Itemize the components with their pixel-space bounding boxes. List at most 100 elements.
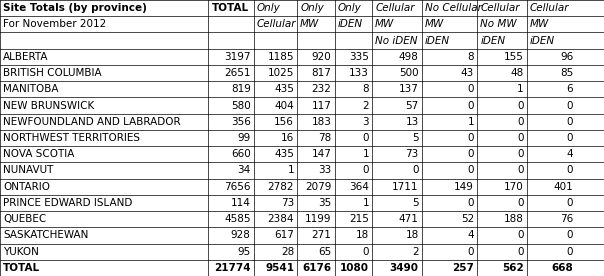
- Text: 817: 817: [312, 68, 332, 78]
- Text: 0: 0: [467, 133, 474, 143]
- Text: 18: 18: [405, 230, 419, 240]
- Text: 0: 0: [567, 198, 573, 208]
- Text: 0: 0: [467, 247, 474, 257]
- Text: 9541: 9541: [265, 263, 294, 273]
- Text: 1: 1: [517, 84, 524, 94]
- Text: 21774: 21774: [214, 263, 251, 273]
- Text: 6176: 6176: [303, 263, 332, 273]
- Text: Only: Only: [300, 3, 324, 13]
- Text: 133: 133: [349, 68, 369, 78]
- Text: 16: 16: [281, 133, 294, 143]
- Text: 7656: 7656: [224, 182, 251, 192]
- Text: 0: 0: [517, 133, 524, 143]
- Text: 617: 617: [274, 230, 294, 240]
- Text: 928: 928: [231, 230, 251, 240]
- Text: NEWFOUNDLAND AND LABRADOR: NEWFOUNDLAND AND LABRADOR: [3, 117, 181, 127]
- Text: 147: 147: [312, 149, 332, 159]
- Text: 4585: 4585: [224, 214, 251, 224]
- Text: 0: 0: [567, 247, 573, 257]
- Text: 76: 76: [560, 214, 573, 224]
- Text: 2384: 2384: [268, 214, 294, 224]
- Text: iDEN: iDEN: [530, 36, 555, 46]
- Text: 1: 1: [362, 198, 369, 208]
- Text: No iDEN: No iDEN: [375, 36, 417, 46]
- Text: iDEN: iDEN: [480, 36, 506, 46]
- Text: 1199: 1199: [305, 214, 332, 224]
- Text: NORTHWEST TERRITORIES: NORTHWEST TERRITORIES: [3, 133, 140, 143]
- Text: 0: 0: [362, 133, 369, 143]
- Text: 183: 183: [312, 117, 332, 127]
- Text: 0: 0: [517, 149, 524, 159]
- Text: Only: Only: [338, 3, 361, 13]
- Text: MW: MW: [425, 19, 444, 29]
- Text: 3: 3: [362, 117, 369, 127]
- Text: 33: 33: [318, 166, 332, 176]
- Text: NEW BRUNSWICK: NEW BRUNSWICK: [3, 100, 94, 110]
- Text: 4: 4: [567, 149, 573, 159]
- Text: 0: 0: [567, 166, 573, 176]
- Text: 0: 0: [362, 247, 369, 257]
- Text: 99: 99: [237, 133, 251, 143]
- Text: 232: 232: [312, 84, 332, 94]
- Text: 920: 920: [312, 52, 332, 62]
- Text: MW: MW: [300, 19, 320, 29]
- Text: 35: 35: [318, 198, 332, 208]
- Text: 13: 13: [405, 117, 419, 127]
- Text: For November 2012: For November 2012: [3, 19, 106, 29]
- Text: 73: 73: [405, 149, 419, 159]
- Text: 0: 0: [467, 100, 474, 110]
- Text: 580: 580: [231, 100, 251, 110]
- Text: 819: 819: [231, 84, 251, 94]
- Text: 95: 95: [237, 247, 251, 257]
- Text: 1: 1: [467, 117, 474, 127]
- Text: 1: 1: [362, 149, 369, 159]
- Text: 48: 48: [510, 68, 524, 78]
- Text: 188: 188: [504, 214, 524, 224]
- Text: 0: 0: [467, 84, 474, 94]
- Text: 364: 364: [349, 182, 369, 192]
- Text: TOTAL: TOTAL: [211, 3, 248, 13]
- Text: 52: 52: [461, 214, 474, 224]
- Text: 0: 0: [567, 100, 573, 110]
- Text: 6: 6: [567, 84, 573, 94]
- Text: 1711: 1711: [392, 182, 419, 192]
- Text: Site Totals (by province): Site Totals (by province): [3, 3, 147, 13]
- Text: 149: 149: [454, 182, 474, 192]
- Text: 137: 137: [399, 84, 419, 94]
- Text: 170: 170: [504, 182, 524, 192]
- Text: 2782: 2782: [268, 182, 294, 192]
- Text: 0: 0: [517, 230, 524, 240]
- Text: 114: 114: [231, 198, 251, 208]
- Text: 404: 404: [274, 100, 294, 110]
- Text: 0: 0: [567, 133, 573, 143]
- Text: 2: 2: [412, 247, 419, 257]
- Text: 0: 0: [467, 149, 474, 159]
- Text: 8: 8: [467, 52, 474, 62]
- Text: MW: MW: [375, 19, 394, 29]
- Text: ALBERTA: ALBERTA: [3, 52, 48, 62]
- Text: 2079: 2079: [305, 182, 332, 192]
- Text: Cellular: Cellular: [480, 3, 519, 13]
- Text: QUEBEC: QUEBEC: [3, 214, 47, 224]
- Text: 0: 0: [467, 166, 474, 176]
- Text: 435: 435: [274, 149, 294, 159]
- Text: 660: 660: [231, 149, 251, 159]
- Text: Cellular: Cellular: [375, 3, 414, 13]
- Text: 0: 0: [517, 117, 524, 127]
- Text: 43: 43: [461, 68, 474, 78]
- Text: 1025: 1025: [268, 68, 294, 78]
- Text: 215: 215: [349, 214, 369, 224]
- Text: 85: 85: [560, 68, 573, 78]
- Text: iDEN: iDEN: [338, 19, 363, 29]
- Text: 18: 18: [356, 230, 369, 240]
- Text: 2: 2: [362, 100, 369, 110]
- Text: 0: 0: [517, 247, 524, 257]
- Text: 3490: 3490: [390, 263, 419, 273]
- Text: 471: 471: [399, 214, 419, 224]
- Text: YUKON: YUKON: [3, 247, 39, 257]
- Text: 73: 73: [281, 198, 294, 208]
- Text: 28: 28: [281, 247, 294, 257]
- Text: 5: 5: [412, 198, 419, 208]
- Text: 117: 117: [312, 100, 332, 110]
- Text: No MW: No MW: [480, 19, 517, 29]
